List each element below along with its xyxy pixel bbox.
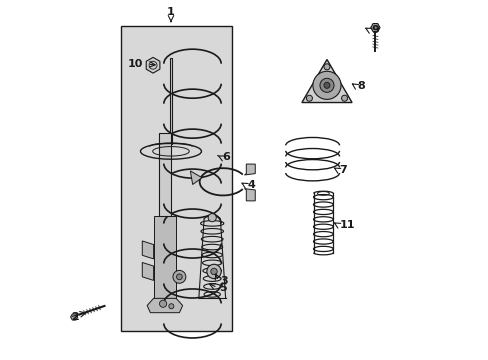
- Text: 5: 5: [219, 283, 226, 293]
- Text: 4: 4: [246, 180, 254, 190]
- Text: 2: 2: [71, 312, 79, 322]
- Circle shape: [206, 264, 221, 279]
- Polygon shape: [70, 314, 78, 320]
- Circle shape: [341, 95, 347, 101]
- Circle shape: [149, 61, 157, 69]
- Text: 10: 10: [128, 59, 143, 69]
- Circle shape: [319, 78, 333, 93]
- Polygon shape: [370, 23, 379, 32]
- Circle shape: [372, 26, 377, 30]
- Text: 9: 9: [370, 25, 378, 35]
- Text: 1: 1: [167, 7, 175, 17]
- Polygon shape: [301, 59, 351, 103]
- Circle shape: [173, 270, 185, 283]
- Text: 11: 11: [339, 220, 354, 230]
- Polygon shape: [244, 189, 255, 201]
- Circle shape: [306, 95, 312, 101]
- Polygon shape: [142, 262, 153, 280]
- Bar: [169, 58, 172, 144]
- Polygon shape: [244, 164, 255, 175]
- Text: 7: 7: [339, 165, 346, 175]
- Circle shape: [210, 268, 217, 275]
- Circle shape: [159, 300, 166, 307]
- Polygon shape: [147, 298, 182, 313]
- Circle shape: [208, 213, 216, 222]
- Text: 6: 6: [222, 152, 229, 162]
- Bar: [121, 26, 231, 330]
- Bar: [153, 216, 176, 298]
- Circle shape: [324, 82, 329, 88]
- Bar: [159, 134, 171, 216]
- Polygon shape: [142, 241, 153, 259]
- Circle shape: [312, 71, 340, 99]
- Circle shape: [168, 304, 174, 309]
- Polygon shape: [190, 171, 202, 185]
- Text: 8: 8: [357, 81, 365, 91]
- Polygon shape: [146, 57, 160, 73]
- Circle shape: [176, 274, 182, 280]
- Text: 3: 3: [220, 276, 227, 286]
- Circle shape: [324, 64, 329, 70]
